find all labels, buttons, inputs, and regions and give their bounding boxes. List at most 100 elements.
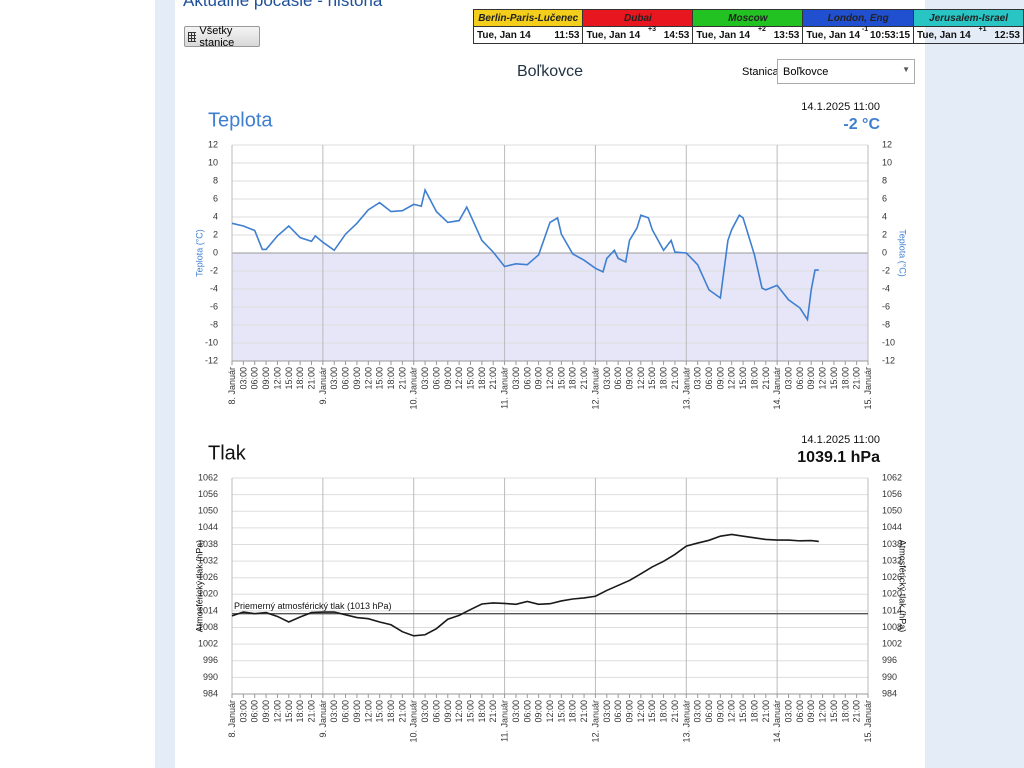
y-tick-label: 1044 [198,522,218,532]
station-select[interactable]: Boľkovce ▼ [777,59,915,84]
x-tick-label: 15:00 [829,700,839,723]
data-line [231,187,819,322]
x-tick-label: 21:00 [397,367,407,390]
x-tick-label: 21:00 [670,367,680,390]
y2-tick-label: 1056 [882,489,902,499]
y2-tick-label: 1002 [882,639,902,649]
y2-tick-label: -2 [882,265,890,275]
x-tick-label: 12. Január [590,367,600,410]
x-tick-label: 03:00 [693,700,703,723]
x-tick-label: 15:00 [284,367,294,390]
x-tick-label: 06:00 [341,367,351,390]
x-tick-label: 03:00 [329,700,339,723]
x-tick-label: 09:00 [443,367,453,390]
clock-offset: +3 [648,25,656,33]
y2-tick-label: 1008 [882,622,902,632]
x-tick-label: 12:00 [727,367,737,390]
clock-cell: Tue, Jan 14 +2 13:53 [692,25,804,44]
y2-tick-label: 10 [882,157,892,167]
x-tick-label: 8. Január [227,367,237,405]
x-tick-label: 10. Január [409,700,419,743]
clock-cell: Tue, Jan 14 +1 12:53 [913,26,1024,44]
y2-tick-label: 12 [882,139,892,149]
y-tick-label: 12 [208,139,218,149]
x-tick-label: 12:00 [454,367,464,390]
x-tick-label: 12:00 [272,367,282,390]
clock-time: 11:53 [554,29,580,41]
clock-offset: +1 [978,25,987,33]
x-tick-label: 03:00 [420,700,430,723]
y-axis-title: Atmosférický tlak (hPa) [194,540,204,633]
y-tick-label: 6 [213,193,218,203]
y-tick-label: 1032 [198,555,218,565]
x-tick-label: 8. Január [227,700,237,738]
side-band [155,0,175,768]
x-tick-label: 12:00 [818,367,828,390]
x-tick-label: 03:00 [420,367,430,390]
clock-city: Jerusalem-Israel [913,9,1024,27]
x-tick-label: 18:00 [840,367,850,390]
y-tick-label: 2 [213,229,218,239]
x-tick-label: 18:00 [659,367,669,390]
x-tick-label: 18:00 [568,367,578,390]
x-tick-label: 21:00 [488,367,498,390]
clock-offset: -1 [861,25,869,33]
x-tick-label: 15. Január [863,700,873,743]
x-tick-label: 09:00 [806,700,816,723]
x-tick-label: 15:00 [829,367,839,390]
clock-time: 13:53 [773,29,800,41]
x-tick-label: 18:00 [659,700,669,723]
current-time: 14.1.2025 11:00 [801,434,880,446]
x-tick-label: 03:00 [329,367,339,390]
clock-row: Tue, Jan 14 +1 12:53 [917,26,1020,41]
y-tick-label: 0 [213,247,218,257]
x-tick-label: 15:00 [284,700,294,723]
x-tick-label: 12:00 [818,700,828,723]
y2-tick-label: -6 [882,301,890,311]
x-tick-label: 06:00 [704,700,714,723]
all-stations-button[interactable]: Všetky stanice [184,25,260,49]
station-label: Stanica: [742,66,782,78]
y-tick-label: 984 [203,688,218,698]
x-tick-label: 21:00 [670,700,680,723]
x-tick-label: 12:00 [363,700,373,723]
y2-tick-label: 990 [882,672,897,682]
x-tick-label: 14. Január [772,367,782,410]
data-line [231,533,819,637]
x-tick-label: 06:00 [431,700,441,723]
clock-date: Tue, Jan 14 [477,29,531,41]
x-tick-label: 18:00 [749,367,759,390]
x-tick-label: 03:00 [602,367,612,390]
x-tick-label: 03:00 [602,700,612,723]
clock-row: Tue, Jan 14 +3 14:53 [586,26,689,41]
clock-offset: +2 [757,25,766,33]
y2-tick-label: 1032 [882,555,902,565]
x-tick-label: 11. Január [500,700,510,742]
x-tick-label: 09:00 [534,367,544,390]
x-tick-label: 11. Január [500,367,510,409]
x-tick-label: 09:00 [715,367,725,390]
x-tick-label: 21:00 [579,700,589,723]
x-tick-label: 21:00 [761,367,771,390]
x-tick-label: 12:00 [545,700,555,723]
x-tick-label: 12:00 [727,700,737,723]
x-tick-label: 21:00 [761,700,771,723]
x-tick-label: 9. Január [318,367,328,405]
x-tick-label: 09:00 [261,700,271,723]
x-tick-label: 12:00 [272,700,282,723]
x-tick-label: 03:00 [238,700,248,723]
y-tick-label: 1014 [198,605,218,615]
x-tick-label: 09:00 [534,700,544,723]
y2-tick-label: -12 [882,355,895,365]
x-tick-label: 06:00 [250,700,260,723]
clock-date: Tue, Jan 14 [696,29,751,41]
y-tick-label: 990 [203,672,218,682]
world-clocks: Berlin-Paris-Lučenec Dubai Moscow London, E… [472,9,1024,44]
y-tick-label: 1056 [198,489,218,499]
y2-tick-label: 1026 [882,572,902,582]
y2-axis-title: Atmosférický tlak (hPa) [898,540,908,633]
x-tick-label: 12. Január [590,700,600,743]
chart-title: Tlak [208,442,247,464]
y-tick-label: -12 [205,355,218,365]
